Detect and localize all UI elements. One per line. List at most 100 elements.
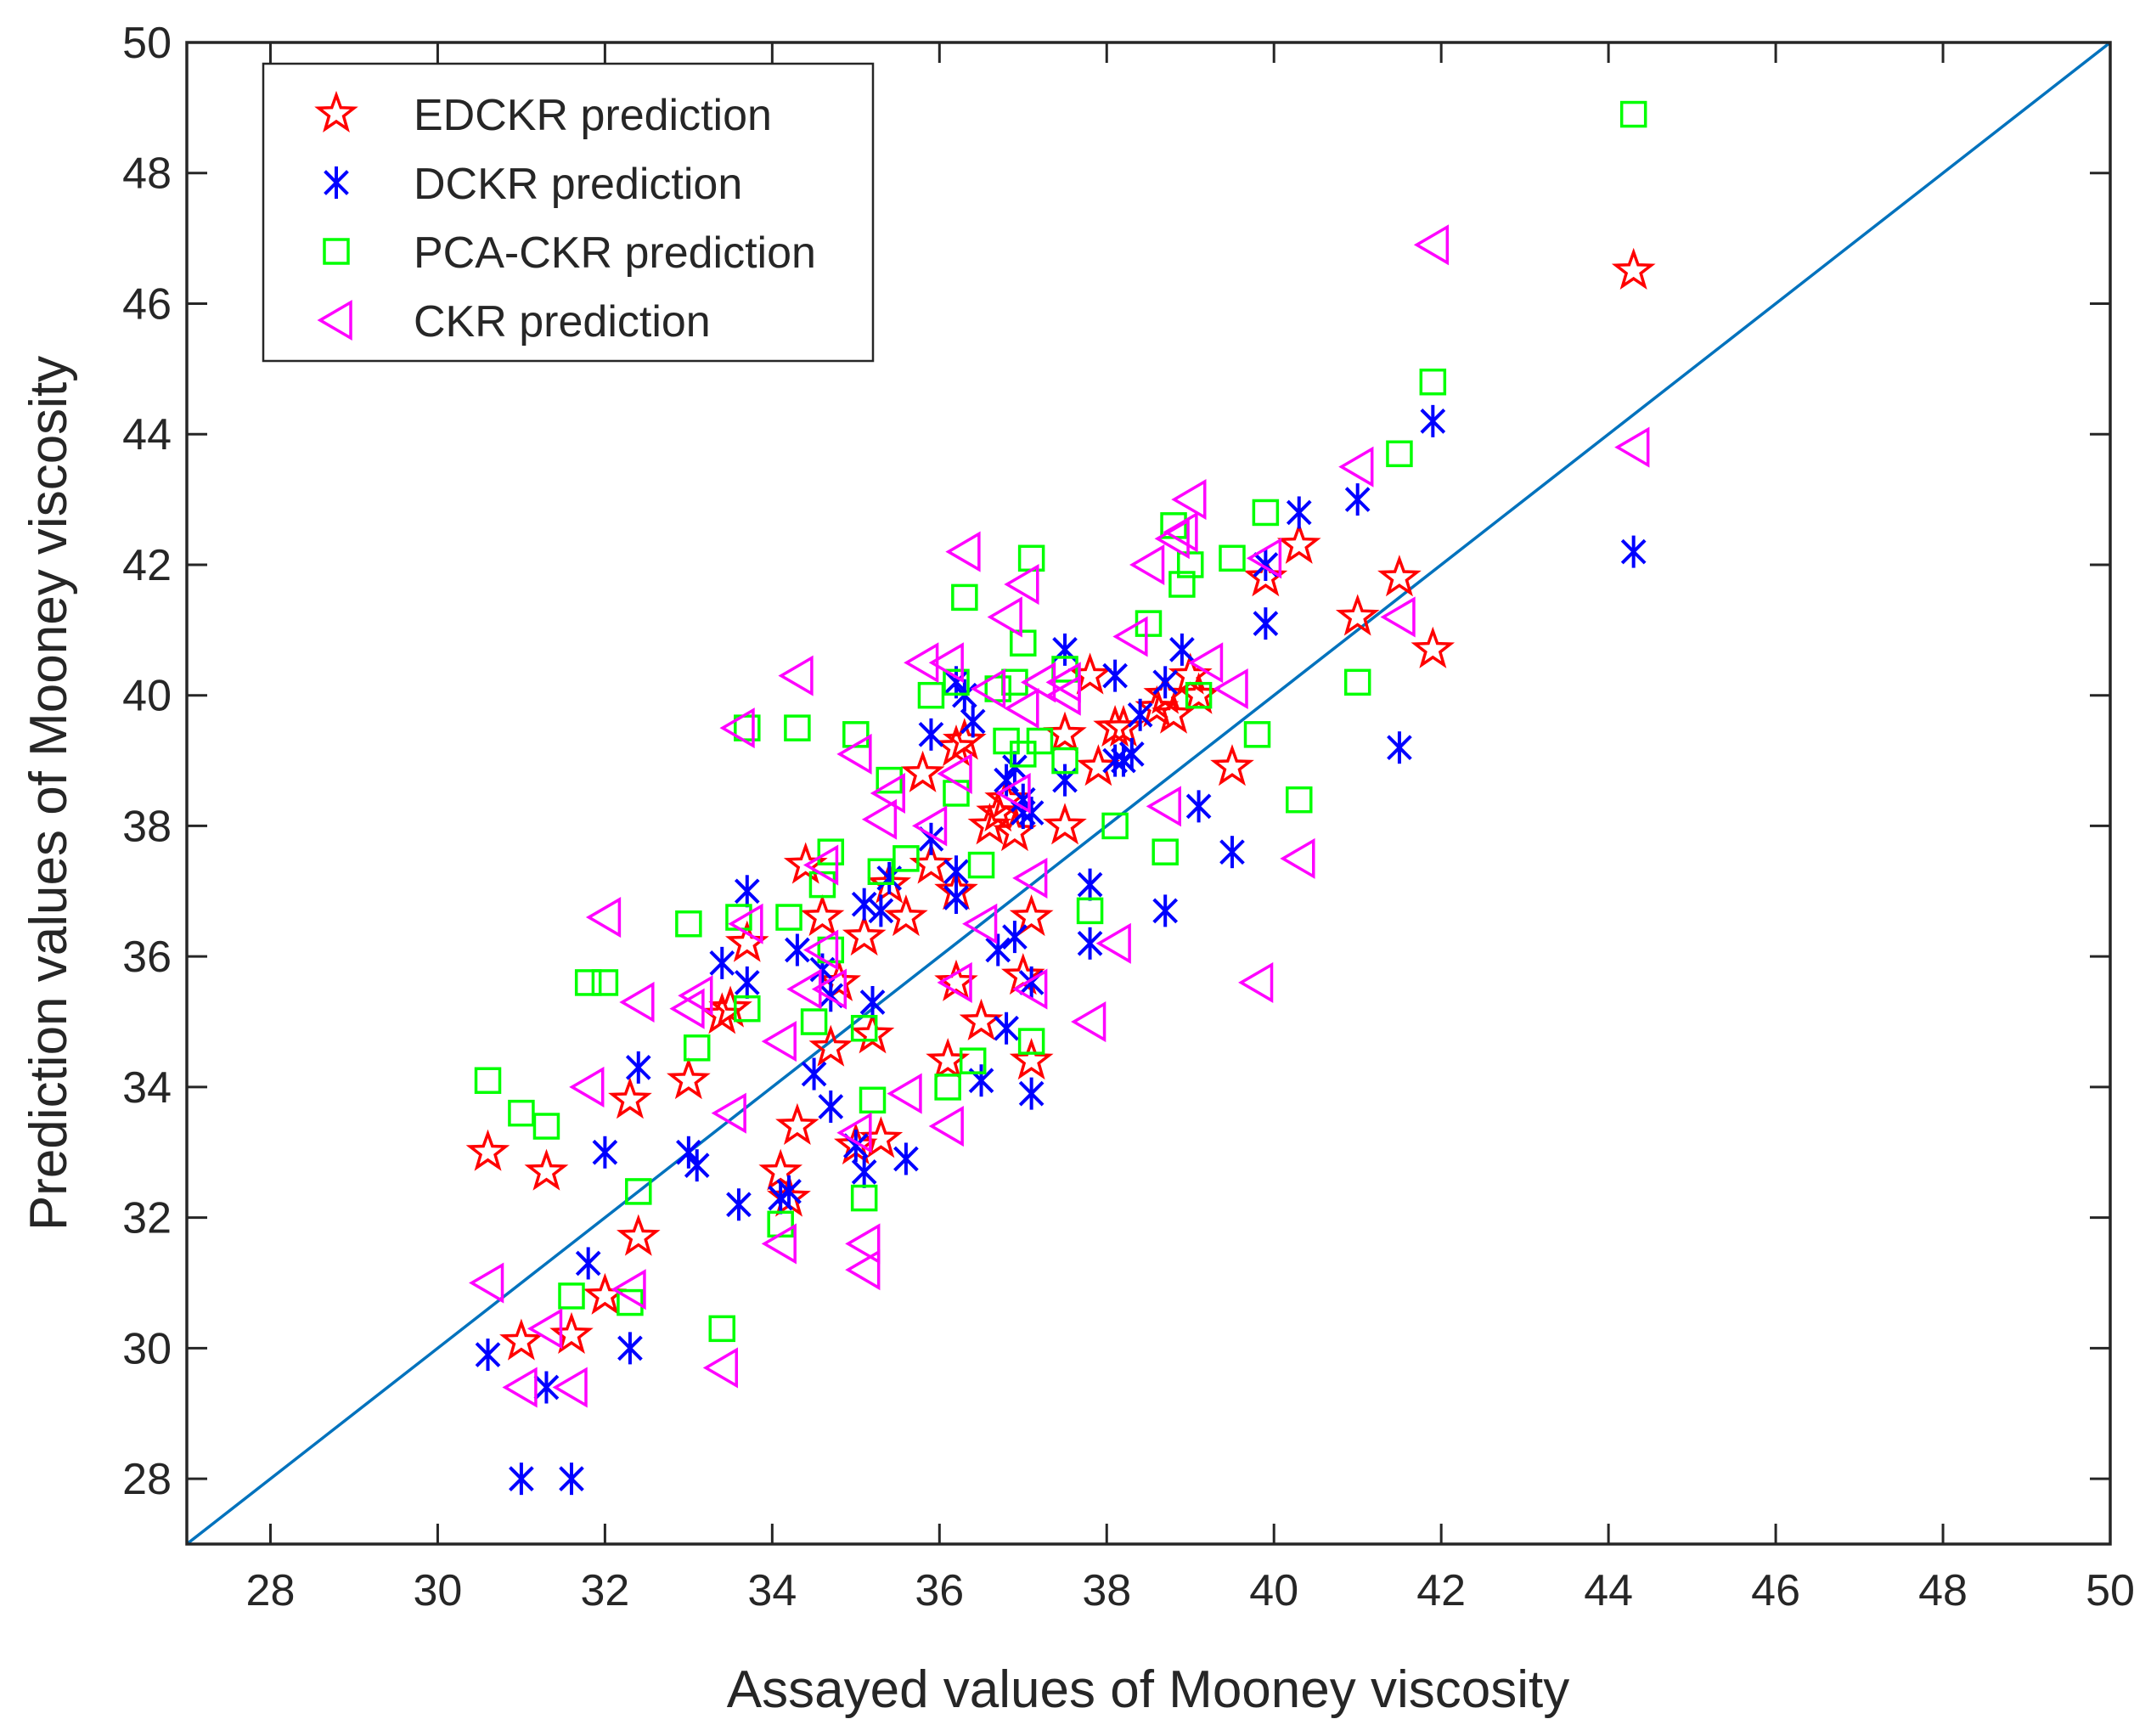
data-point-star: [976, 789, 1021, 832]
data-point-square: [474, 1067, 502, 1094]
data-point-square: [708, 1315, 736, 1343]
data-point-triangle-left: [845, 1223, 881, 1265]
data-point-square: [876, 766, 903, 794]
series-asterisk: [475, 404, 1647, 1496]
data-point-asterisk: [994, 1012, 1019, 1045]
x-tick-label: 50: [2086, 1566, 2135, 1615]
series-square: [474, 100, 1647, 1343]
data-point-star: [884, 893, 928, 937]
data-point-triangle-left: [1146, 786, 1181, 827]
data-point-square: [1343, 668, 1371, 696]
data-point-triangle-left: [1614, 426, 1650, 468]
data-point-triangle-left: [702, 1347, 739, 1389]
data-point-asterisk: [1077, 868, 1103, 901]
data-point-square: [1017, 1028, 1045, 1055]
data-point-square: [967, 851, 995, 879]
data-point-square: [817, 936, 845, 964]
data-point-star: [984, 776, 1028, 819]
data-point-star: [1335, 594, 1380, 636]
data-point-asterisk: [1102, 659, 1128, 692]
data-point-triangle-left: [1112, 616, 1148, 657]
data-point-star: [465, 1129, 510, 1171]
data-point-triangle-left: [678, 975, 713, 1017]
y-tick-label: 38: [122, 802, 172, 851]
data-point-square: [943, 668, 970, 696]
data-point-asterisk: [475, 1339, 501, 1372]
data-point-star: [758, 1148, 803, 1191]
data-point-asterisk: [1127, 698, 1153, 731]
data-point-triangle-left: [802, 844, 839, 886]
data-point-square: [775, 904, 802, 931]
data-point-square: [1219, 544, 1246, 572]
data-point-square: [1185, 681, 1213, 709]
data-point-square: [1243, 721, 1271, 748]
data-point-triangle-left: [845, 1249, 881, 1291]
data-point-star: [1101, 704, 1146, 747]
data-point-triangle-left: [937, 752, 972, 794]
data-point-triangle-left: [1021, 662, 1056, 703]
data-point-star: [900, 750, 945, 792]
data-point-triangle-left: [1246, 538, 1282, 579]
data-point-asterisk: [818, 1090, 844, 1123]
y-tick-label: 28: [122, 1455, 172, 1504]
data-point-square: [1419, 368, 1447, 396]
data-point-triangle-left: [1238, 961, 1274, 1003]
data-point-asterisk: [1002, 921, 1028, 954]
legend-label: CKR prediction: [414, 297, 711, 347]
data-point-square: [934, 1074, 961, 1101]
data-point-triangle-left: [836, 1112, 872, 1153]
data-point-triangle-left: [861, 798, 898, 840]
data-point-square: [1619, 100, 1647, 128]
data-point-square: [1386, 440, 1413, 468]
data-point-triangle-left: [761, 1223, 797, 1265]
plot-frame: [185, 41, 2112, 1546]
x-tick-label: 36: [915, 1566, 964, 1615]
data-point-triangle-left: [887, 1073, 922, 1114]
y-tick-label: 34: [122, 1063, 172, 1113]
data-point-square: [1026, 727, 1054, 755]
x-tick-label: 34: [747, 1566, 797, 1615]
data-point-square: [951, 583, 978, 612]
data-point-asterisk: [893, 1142, 919, 1175]
data-point-square: [625, 1178, 652, 1205]
data-point-asterisk: [859, 985, 886, 1018]
data-point-triangle-left: [911, 805, 948, 847]
data-point-triangle-left: [811, 968, 847, 1010]
data-point-asterisk: [985, 933, 1011, 967]
data-point-triangle-left: [1095, 922, 1131, 964]
data-point-square: [984, 675, 1011, 702]
x-tick-label: 32: [580, 1566, 629, 1615]
legend-label: PCA-CKR prediction: [414, 228, 816, 278]
data-point-star: [1076, 744, 1121, 786]
data-point-asterisk: [559, 1463, 584, 1496]
data-point-square: [859, 1086, 887, 1114]
data-point-asterisk: [1077, 927, 1103, 960]
data-point-triangle-left: [962, 903, 998, 944]
data-point-asterisk: [509, 1463, 534, 1496]
y-tick-label: 48: [122, 149, 172, 199]
data-point-square: [1252, 499, 1280, 527]
data-point-triangle-left: [970, 668, 1006, 710]
data-point-triangle-left: [619, 981, 655, 1023]
x-tick-label: 40: [1249, 1566, 1298, 1615]
data-point-asterisk: [1118, 737, 1145, 770]
data-point-square: [959, 1047, 987, 1074]
data-point-square: [850, 1184, 878, 1212]
data-point-triangle-left: [945, 531, 981, 572]
data-point-triangle-left: [1171, 479, 1207, 521]
data-point-triangle-left: [502, 1367, 538, 1408]
data-point-triangle-left: [1004, 563, 1039, 606]
data-point-square: [591, 969, 619, 996]
data-point-asterisk: [801, 1057, 827, 1091]
legend: EDCKR prediction DCKR prediction PCA-CKR p…: [262, 62, 875, 363]
data-point-asterisk: [617, 1332, 643, 1365]
y-tick-label: 40: [122, 672, 172, 721]
data-point-star: [1377, 555, 1422, 597]
data-point-triangle-left: [1129, 544, 1165, 586]
data-point-square: [734, 714, 761, 741]
legend-marker-square: [323, 238, 350, 265]
data-point-square: [892, 845, 920, 872]
y-tick-label: 42: [122, 541, 172, 590]
data-point-square: [617, 1288, 644, 1316]
